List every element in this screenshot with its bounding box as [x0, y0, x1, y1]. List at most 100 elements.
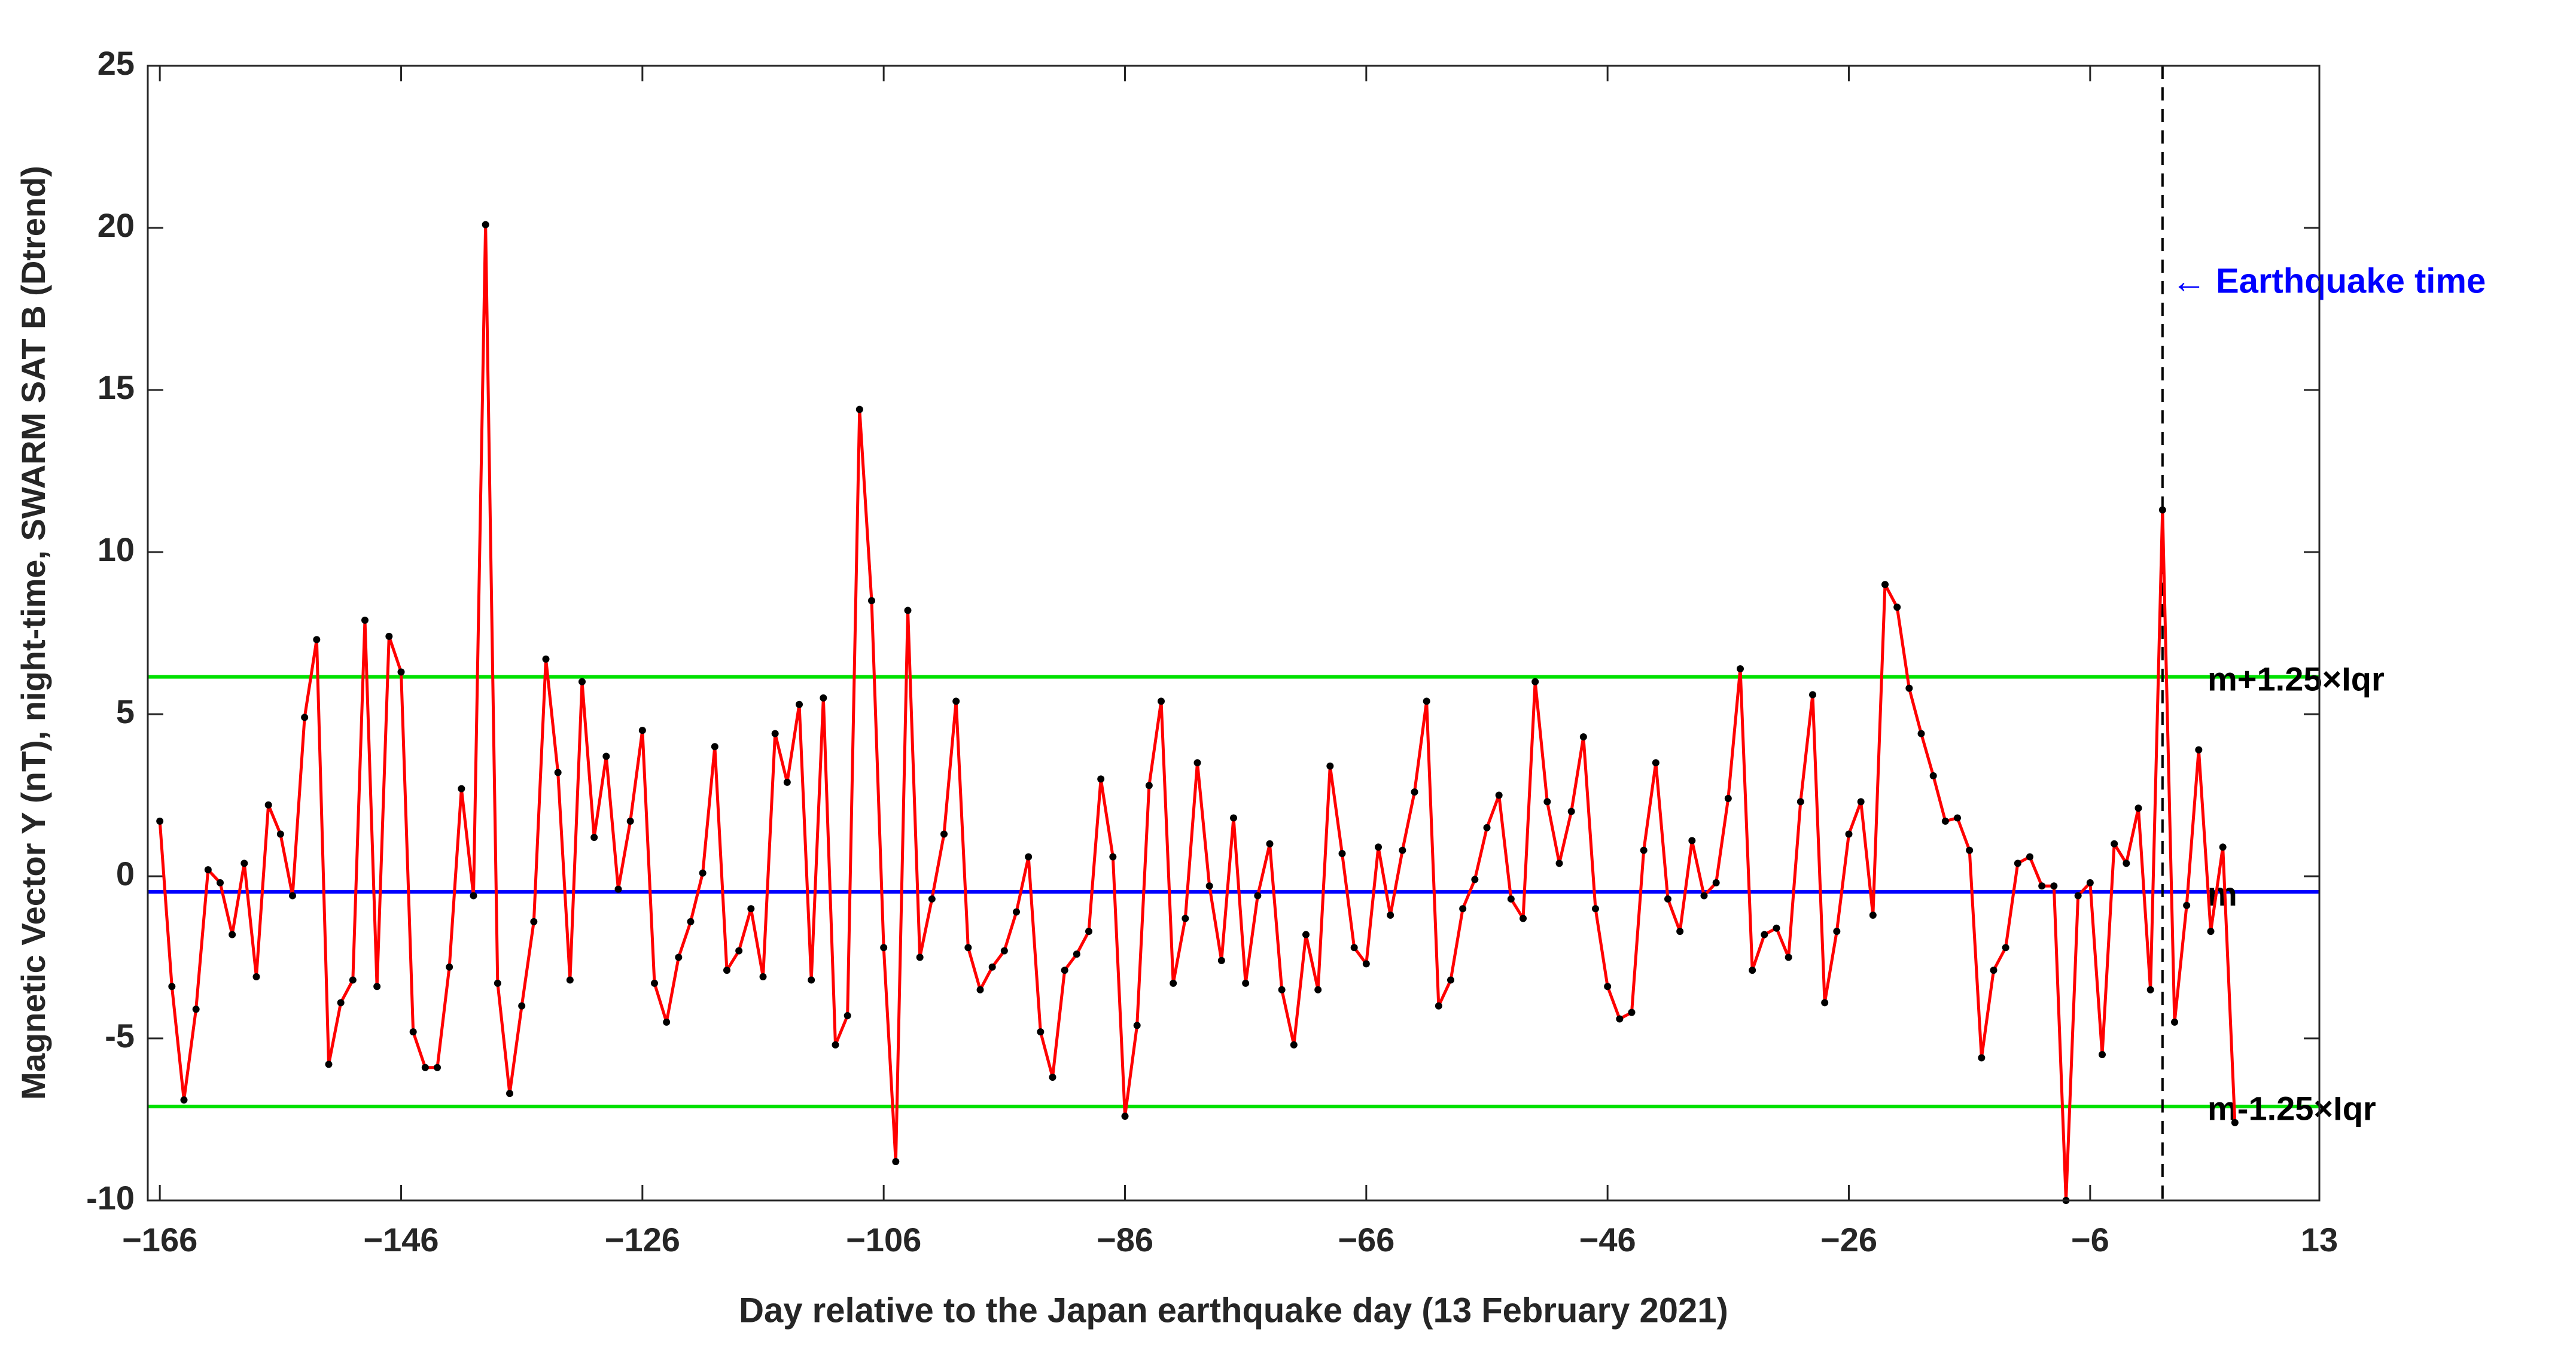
data-point [1567, 807, 1575, 815]
data-point [1073, 950, 1080, 958]
data-point [578, 678, 586, 685]
data-point [1145, 782, 1153, 790]
data-point [675, 953, 683, 961]
x-tick-label: −166 [122, 1221, 197, 1258]
data-point [1326, 762, 1334, 770]
data-point [446, 963, 453, 971]
data-point [1170, 979, 1177, 987]
data-point [385, 632, 393, 640]
event-label: ← Earthquake time [2172, 261, 2486, 300]
data-point [204, 866, 212, 874]
data-point [554, 769, 562, 776]
data-point [796, 700, 803, 708]
data-point [421, 1063, 429, 1071]
data-point [409, 1028, 417, 1036]
data-point [952, 697, 960, 705]
data-point [2146, 986, 2154, 994]
data-point [916, 953, 924, 961]
data-point [964, 944, 972, 952]
data-point [1676, 928, 1684, 935]
y-tick-label: 20 [98, 206, 135, 244]
x-tick-label: −146 [363, 1221, 439, 1258]
data-point [1954, 814, 1961, 822]
data-point [192, 1005, 200, 1013]
y-tick-label: -5 [105, 1017, 135, 1055]
data-point [723, 967, 730, 974]
x-tick-label: −86 [1097, 1221, 1153, 1258]
data-point [1652, 759, 1660, 767]
data-point [1688, 837, 1696, 845]
y-tick-label: 5 [116, 693, 135, 730]
x-tick-label: −6 [2071, 1221, 2109, 1258]
data-point [1700, 892, 1708, 900]
data-point [1085, 928, 1092, 935]
data-point [1978, 1054, 1986, 1062]
data-point [1893, 604, 1901, 611]
reference-label: m [2207, 875, 2237, 913]
data-point [844, 1012, 851, 1020]
data-point [1471, 876, 1479, 883]
data-point [168, 983, 176, 991]
data-point [2099, 1051, 2106, 1059]
data-point [1966, 846, 1974, 854]
y-tick-label: 0 [116, 855, 135, 892]
y-tick-label: 25 [98, 44, 135, 82]
data-point [1387, 912, 1394, 919]
data-point [482, 221, 489, 228]
data-point [1579, 733, 1587, 740]
data-point [1000, 947, 1008, 955]
data-point [1061, 967, 1068, 974]
data-point [1362, 960, 1370, 968]
data-point [1435, 1002, 1442, 1010]
data-point [590, 833, 598, 841]
data-point [156, 817, 164, 825]
data-point [1495, 791, 1503, 799]
data-point [2026, 853, 2033, 861]
reference-label: m+1.25×Iqr [2207, 660, 2385, 697]
data-point [1773, 924, 1780, 932]
data-point [373, 983, 381, 991]
data-point [699, 869, 707, 877]
data-point [1278, 986, 1286, 994]
data-point [180, 1096, 188, 1104]
data-point [1616, 1015, 1624, 1023]
data-point [1254, 892, 1262, 900]
data-point [1338, 850, 1346, 858]
data-point [2195, 746, 2203, 754]
data-point [1929, 772, 1937, 779]
data-point [1133, 1022, 1141, 1029]
data-point [759, 973, 767, 981]
data-point [301, 714, 309, 721]
data-point [397, 668, 405, 676]
data-point [2171, 1018, 2178, 1026]
data-point [2183, 901, 2191, 909]
data-point [1664, 895, 1671, 903]
data-point [1507, 895, 1515, 903]
data-point [626, 817, 634, 825]
data-point [735, 947, 743, 955]
data-point [1724, 794, 1732, 802]
data-point [747, 905, 755, 913]
data-point [2231, 1119, 2239, 1126]
data-point [458, 785, 465, 793]
data-point [1290, 1041, 1298, 1049]
data-point [2158, 506, 2166, 514]
data-point [2123, 860, 2130, 867]
data-point [2207, 928, 2215, 935]
data-point [1749, 967, 1756, 974]
x-tick-label: −46 [1579, 1221, 1636, 1258]
data-point [904, 607, 912, 614]
data-point [313, 636, 321, 644]
data-point [868, 597, 875, 605]
data-point [1242, 979, 1250, 987]
data-point [1399, 846, 1406, 854]
data-point [808, 976, 815, 984]
x-tick-label: −26 [1820, 1221, 1877, 1258]
data-point [2086, 879, 2094, 886]
data-point [566, 976, 574, 984]
data-point [494, 979, 501, 987]
data-point [1785, 953, 1792, 961]
data-point [1459, 905, 1467, 913]
data-point [542, 655, 550, 663]
